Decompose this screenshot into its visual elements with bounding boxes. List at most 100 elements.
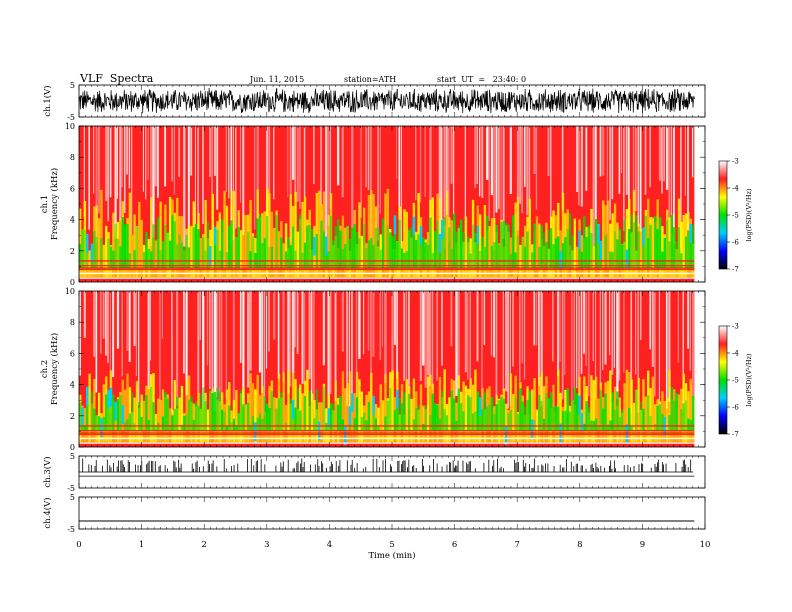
green-band [540, 400, 543, 432]
white-streak [294, 291, 296, 348]
green-band [486, 215, 489, 268]
green-band [171, 215, 174, 268]
green-band [114, 223, 117, 268]
yellow-band [254, 389, 257, 443]
white-streak [116, 291, 120, 349]
green-band [256, 218, 259, 268]
green-band [161, 241, 165, 268]
white-streak [618, 291, 621, 381]
yellow-band [218, 212, 222, 278]
green-band [202, 236, 205, 268]
green-band [93, 408, 96, 432]
green-band [194, 401, 198, 432]
colorbar-tick-label: -4 [732, 350, 739, 358]
green-band [467, 395, 470, 432]
green-band [467, 236, 470, 268]
white-streak [521, 126, 523, 214]
white-streak [239, 126, 242, 203]
white-streak [478, 126, 481, 197]
green-band [329, 215, 333, 268]
green-band [687, 418, 690, 432]
yellow-band [244, 214, 248, 278]
white-streak [263, 291, 266, 416]
white-streak [228, 126, 230, 199]
white-streak [571, 291, 573, 405]
white-streak [505, 291, 508, 392]
white-streak [628, 126, 630, 243]
white-streak [393, 291, 396, 346]
white-streak [273, 291, 276, 340]
white-streak [351, 291, 353, 404]
green-band [237, 412, 240, 432]
y-axis-label: ch.3(V) [42, 456, 53, 487]
yellow-band [381, 400, 385, 443]
white-streak [481, 126, 484, 199]
green-band [247, 231, 250, 268]
white-streak [119, 126, 122, 221]
green-band [471, 413, 475, 432]
green-band [133, 250, 136, 268]
yellow-band [178, 397, 181, 443]
yellow-band [514, 375, 517, 443]
white-streak [351, 126, 354, 229]
colorbar-tick-label: -4 [732, 185, 739, 193]
white-streak [265, 291, 268, 369]
white-streak [441, 126, 443, 227]
yellow-band [625, 369, 629, 443]
green-band [116, 238, 120, 268]
green-band [542, 232, 546, 268]
green-band [235, 237, 238, 268]
green-band [265, 403, 269, 432]
green-band [292, 226, 295, 268]
green-band [353, 223, 356, 268]
green-band [452, 213, 456, 268]
yellow-band [410, 398, 413, 443]
green-band [509, 409, 513, 432]
yellow-band [334, 380, 337, 443]
green-band [516, 413, 520, 432]
yellow-band [531, 389, 534, 443]
green-band [119, 394, 122, 432]
white-streak [516, 126, 520, 231]
white-streak [289, 291, 292, 387]
yellow-band [180, 385, 184, 443]
white-streak [429, 126, 432, 246]
white-streak [100, 291, 102, 354]
green-band [256, 417, 259, 432]
green-band [528, 391, 532, 432]
white-streak [436, 291, 438, 381]
green-band [523, 246, 527, 268]
green-band [211, 393, 214, 432]
yellow-band [625, 209, 629, 278]
green-band [249, 424, 252, 432]
green-band [377, 426, 380, 432]
green-band [476, 391, 479, 432]
white-streak [670, 126, 673, 242]
green-band [183, 246, 186, 268]
white-streak [322, 291, 325, 366]
yellow-band [256, 374, 259, 443]
yellow-band [176, 197, 179, 278]
white-streak [206, 291, 209, 366]
yellow-band [133, 397, 136, 443]
green-band [197, 229, 200, 268]
green-band [303, 242, 307, 268]
green-band [476, 225, 479, 268]
yellow-band [83, 201, 87, 278]
white-streak [533, 126, 536, 175]
white-streak [689, 291, 691, 371]
white-streak [370, 126, 372, 243]
cyan-spot [441, 219, 444, 239]
yellow-band [154, 240, 158, 278]
white-streak [310, 291, 313, 402]
green-band [521, 236, 524, 268]
white-streak [490, 126, 493, 196]
yellow-band [294, 192, 297, 278]
yellow-band [128, 192, 132, 278]
green-band [647, 395, 650, 432]
green-band [176, 244, 179, 268]
white-streak [649, 291, 651, 350]
yellow-band [360, 391, 364, 443]
green-band [325, 423, 328, 432]
colorbar-tick-label: -7 [732, 431, 739, 439]
